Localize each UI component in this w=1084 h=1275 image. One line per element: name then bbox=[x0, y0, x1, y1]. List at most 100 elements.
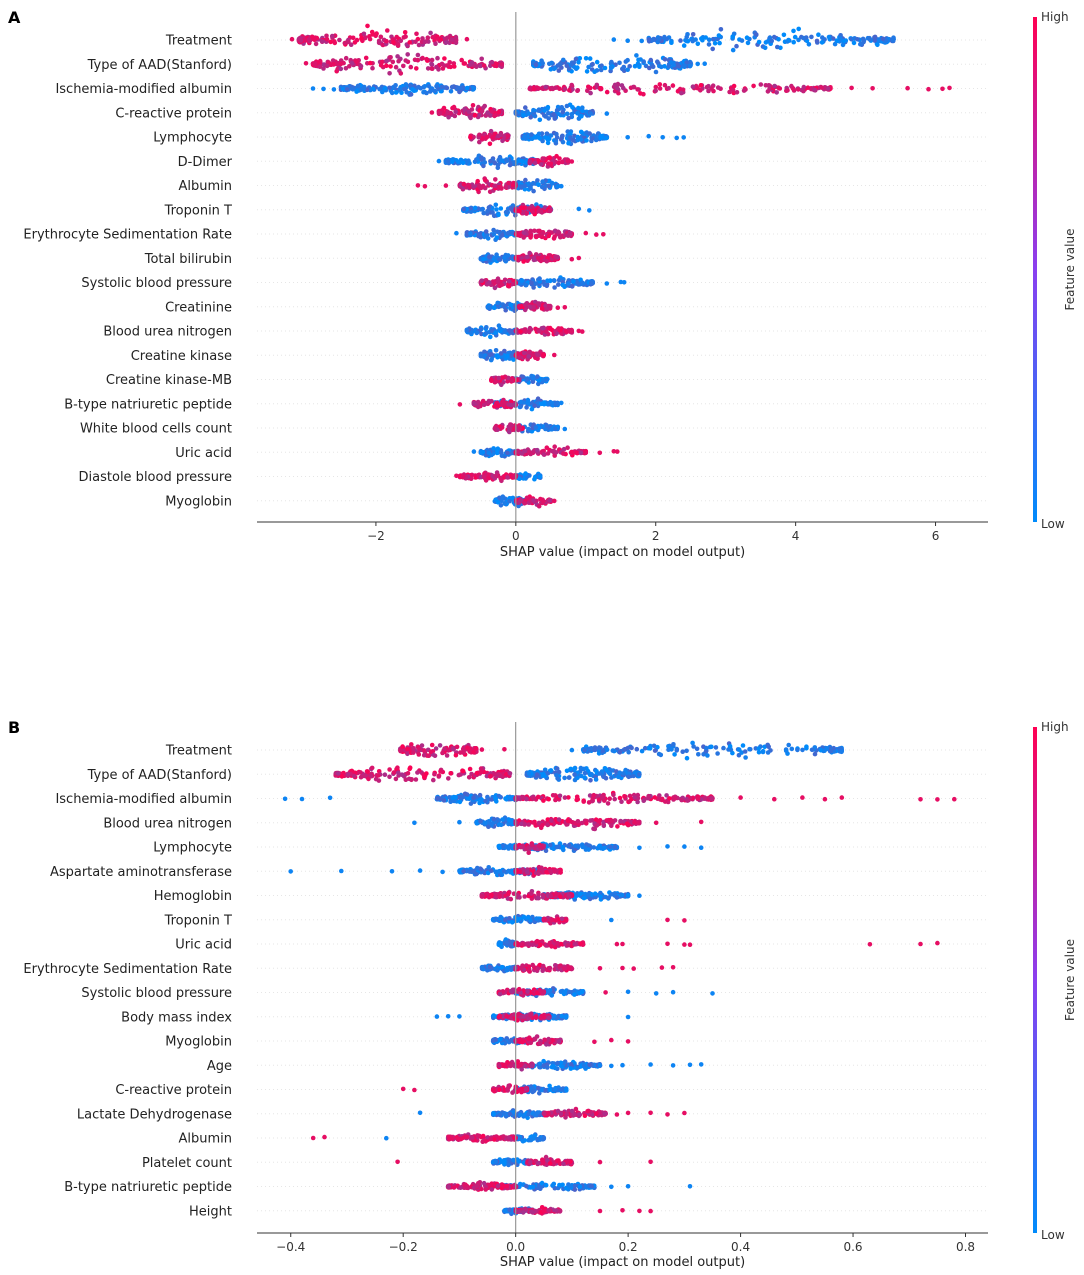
shap-dot bbox=[744, 35, 750, 40]
shap-dot bbox=[445, 158, 451, 164]
shap-dot bbox=[453, 795, 458, 800]
panel-a-x-axis-label: SHAP value (impact on model output) bbox=[500, 545, 745, 560]
shap-dot bbox=[498, 351, 504, 356]
shap-dot bbox=[404, 89, 410, 95]
shap-dot bbox=[503, 157, 509, 163]
shap-dot bbox=[698, 83, 704, 88]
shap-dot bbox=[444, 35, 450, 41]
shap-dot bbox=[730, 87, 736, 92]
shap-dot bbox=[481, 210, 487, 216]
shap-dot bbox=[650, 37, 655, 43]
shap-dot bbox=[343, 66, 349, 71]
shap-dot bbox=[446, 114, 451, 120]
panel-a-colorbar: High Low Feature value bbox=[1033, 10, 1077, 531]
shap-dot bbox=[510, 183, 516, 188]
shap-dot bbox=[396, 58, 401, 64]
shap-dot bbox=[713, 745, 719, 750]
shap-dot bbox=[699, 36, 704, 41]
shap-dot bbox=[601, 232, 606, 237]
shap-dot bbox=[444, 85, 450, 91]
shap-dot bbox=[611, 37, 617, 42]
shap-dot bbox=[742, 749, 748, 754]
shap-dot bbox=[384, 58, 390, 64]
shap-dot bbox=[375, 773, 381, 778]
shap-dot bbox=[391, 770, 397, 775]
shap-dot bbox=[453, 752, 459, 758]
feature-label: Troponin T bbox=[164, 913, 232, 928]
feature-label: Lactate Dehydrogenase bbox=[77, 1107, 232, 1122]
shap-dot bbox=[526, 450, 532, 455]
shap-dot bbox=[706, 88, 711, 94]
shap-dot bbox=[496, 772, 501, 777]
shap-dot bbox=[435, 796, 440, 801]
feature-label: B-type natriuretic peptide bbox=[64, 397, 232, 412]
shap-dot bbox=[350, 35, 356, 41]
shap-dot bbox=[926, 86, 931, 92]
shap-dot bbox=[312, 61, 318, 66]
shap-dot bbox=[438, 37, 444, 42]
shap-dot bbox=[670, 83, 676, 88]
shap-dot bbox=[487, 352, 492, 358]
shap-dot bbox=[839, 749, 844, 755]
shap-dot bbox=[526, 111, 531, 116]
shap-dot bbox=[801, 88, 806, 94]
shap-dot bbox=[451, 104, 457, 110]
shap-dot bbox=[401, 63, 406, 69]
shap-dot bbox=[450, 159, 455, 165]
shap-dot bbox=[493, 796, 499, 801]
shap-dot bbox=[666, 85, 671, 91]
shap-dot bbox=[408, 92, 414, 97]
shap-dot bbox=[483, 229, 489, 234]
shap-dot bbox=[474, 770, 480, 776]
shap-dot bbox=[674, 746, 680, 752]
shap-dot bbox=[485, 110, 490, 115]
shap-dot bbox=[541, 353, 546, 358]
shap-dot bbox=[433, 746, 439, 751]
shap-dot bbox=[317, 64, 323, 69]
shap-dot bbox=[388, 55, 393, 60]
shap-dot bbox=[642, 745, 648, 751]
shap-dot bbox=[422, 39, 428, 45]
shap-dot bbox=[397, 87, 402, 93]
shap-dot bbox=[715, 751, 720, 756]
shap-dot bbox=[607, 796, 612, 801]
shap-dot bbox=[376, 40, 382, 46]
shap-dot bbox=[672, 796, 678, 801]
shap-dot bbox=[544, 329, 549, 335]
shap-dot bbox=[477, 184, 482, 189]
shap-dot bbox=[487, 254, 492, 259]
shap-dot bbox=[340, 86, 346, 92]
shap-dot bbox=[487, 774, 493, 779]
shap-dot bbox=[384, 63, 389, 69]
shap-dot bbox=[454, 473, 459, 479]
shap-dot bbox=[767, 35, 773, 40]
shap-dot bbox=[544, 131, 550, 136]
shap-dot bbox=[584, 69, 590, 74]
shap-dot bbox=[338, 66, 344, 72]
shap-dot bbox=[586, 800, 592, 805]
feature-label: Systolic blood pressure bbox=[81, 276, 232, 291]
shap-dot bbox=[491, 213, 497, 219]
shap-dot bbox=[599, 63, 604, 68]
shap-dot bbox=[727, 89, 732, 95]
shap-dot bbox=[549, 180, 555, 186]
shap-dot bbox=[545, 140, 551, 146]
shap-dot bbox=[851, 40, 857, 46]
shap-dot bbox=[560, 139, 566, 145]
feature-label: Myoglobin bbox=[165, 494, 232, 509]
shap-dot bbox=[401, 86, 407, 92]
shap-dot bbox=[858, 41, 864, 46]
shap-dot bbox=[415, 183, 421, 188]
shap-dot bbox=[346, 39, 351, 45]
shap-dot bbox=[758, 82, 764, 87]
shap-dot bbox=[428, 30, 433, 36]
shap-dot bbox=[479, 278, 485, 284]
shap-dot bbox=[598, 67, 604, 73]
shap-dot bbox=[503, 184, 509, 190]
shap-dot bbox=[690, 84, 696, 89]
shap-dot bbox=[500, 494, 506, 500]
